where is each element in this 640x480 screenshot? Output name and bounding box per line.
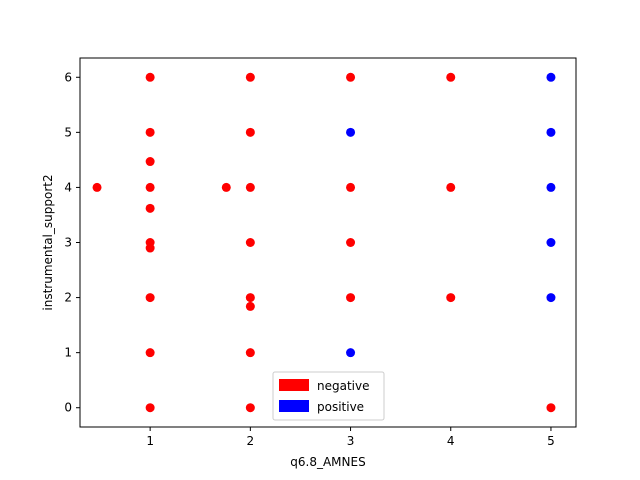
data-point-positive [546,182,556,192]
y-tick-label: 2 [64,291,72,305]
y-tick-label: 5 [64,125,72,139]
data-point-negative [346,238,356,247]
data-point-positive [346,127,356,137]
data-point-positive [546,238,556,247]
y-axis-label: instrumental_support2 [41,174,55,310]
data-point-negative [145,157,155,167]
x-axis-label: q6.8_AMNES [290,455,365,469]
legend-swatch-negative [279,379,309,391]
data-point-negative [245,403,255,413]
data-point-negative [446,182,456,192]
legend-swatch-positive [279,400,309,412]
data-point-negative [346,182,356,192]
x-tick-label: 1 [146,434,154,448]
x-tick-label: 3 [347,434,355,448]
data-point-negative [346,293,356,303]
data-point-positive [346,348,356,358]
legend: negative positive [272,371,385,421]
data-point-negative [245,127,255,137]
y-tick-label: 3 [64,236,72,250]
y-tick-label: 1 [64,346,72,360]
data-point-negative [446,72,456,82]
data-point-negative [145,203,155,213]
y-tick-label: 4 [64,180,72,194]
data-point-negative [145,348,155,358]
x-axis-ticks: 1 2 3 4 5 [146,427,555,448]
data-point-negative [145,293,155,303]
data-point-negative [245,238,255,247]
data-point-negative [446,293,456,303]
legend-label-negative: negative [317,379,369,393]
data-point-negative [245,72,255,82]
data-point-positive [546,72,556,82]
x-tick-label: 4 [447,434,455,448]
data-point-positive [546,293,556,303]
x-tick-label: 2 [247,434,255,448]
data-point-negative [145,127,155,137]
data-point-negative [245,348,255,358]
legend-label-positive: positive [317,400,364,414]
data-point-negative [346,72,356,82]
x-tick-label: 5 [547,434,555,448]
data-point-negative [145,243,155,253]
y-axis-ticks: 0 1 2 3 4 5 6 [64,70,80,415]
data-point-negative [145,182,155,192]
data-point-negative [245,301,255,311]
data-point-negative [145,72,155,82]
y-tick-label: 6 [64,70,72,84]
data-point-positive [546,127,556,137]
data-point-negative [145,403,155,413]
data-point-negative [245,293,255,303]
data-point-negative [245,182,255,192]
data-point-negative [92,182,102,192]
data-points [92,72,556,413]
y-tick-label: 0 [64,401,72,415]
data-point-negative [221,182,231,192]
data-point-negative [546,403,556,413]
